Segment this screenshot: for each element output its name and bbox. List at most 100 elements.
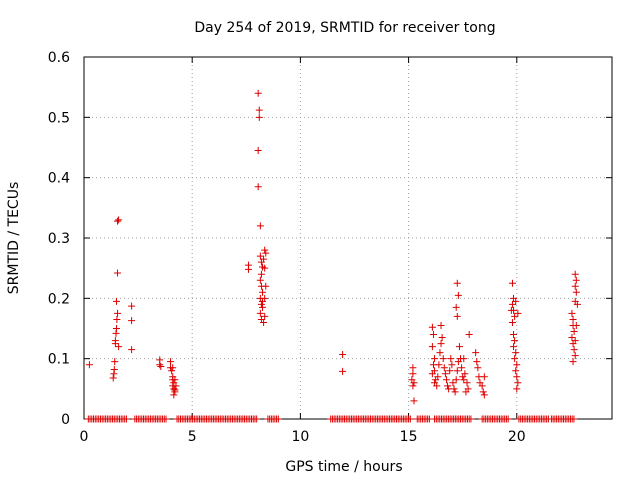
- data-point: [480, 373, 488, 381]
- data-point: [436, 349, 444, 357]
- data-point: [261, 246, 269, 254]
- x-tick-label: 20: [508, 429, 526, 445]
- data-point: [573, 300, 581, 308]
- data-point: [114, 269, 122, 277]
- data-point: [513, 385, 521, 393]
- data-point: [463, 379, 471, 387]
- data-point: [167, 358, 175, 366]
- data-point: [508, 300, 516, 308]
- data-point: [473, 358, 481, 366]
- data-point: [110, 366, 118, 374]
- data-point: [452, 303, 460, 311]
- data-point: [569, 315, 577, 323]
- data-point: [115, 343, 123, 351]
- data-point: [568, 309, 576, 317]
- data-point: [461, 370, 469, 378]
- data-point: [570, 415, 578, 423]
- x-tick-label: 5: [188, 429, 197, 445]
- data-point: [257, 270, 265, 278]
- y-tick-label: 0.3: [48, 231, 70, 247]
- data-point: [428, 370, 436, 378]
- data-point: [111, 337, 119, 345]
- data-point: [257, 300, 265, 308]
- data-point: [170, 391, 178, 399]
- y-tick-label: 0.1: [48, 352, 70, 368]
- data-point: [449, 379, 457, 387]
- chart-title: Day 254 of 2019, SRMTID for receiver ton…: [194, 20, 495, 36]
- data-point: [508, 279, 516, 287]
- data-point: [156, 361, 164, 369]
- data-point: [254, 147, 262, 155]
- y-tick-label: 0: [61, 412, 70, 428]
- data-point: [113, 315, 121, 323]
- data-point: [259, 303, 267, 311]
- data-point: [572, 321, 580, 329]
- data-point: [114, 217, 122, 225]
- data-point: [570, 346, 578, 354]
- data-point: [431, 355, 439, 363]
- data-point: [460, 355, 468, 363]
- data-point: [452, 376, 460, 384]
- data-point: [467, 415, 475, 423]
- data-point: [339, 350, 347, 358]
- data-point: [451, 388, 459, 396]
- data-point: [446, 367, 454, 375]
- data-point: [409, 370, 417, 378]
- data-point: [510, 331, 518, 339]
- y-axis-label: SRMTID / TECUs: [6, 182, 22, 295]
- data-point: [508, 318, 516, 326]
- data-point: [465, 331, 473, 339]
- y-tick-label: 0.6: [48, 50, 70, 66]
- data-point: [261, 312, 269, 320]
- y-tick-label: 0.4: [48, 171, 70, 187]
- data-point: [479, 388, 487, 396]
- data-point: [570, 328, 578, 336]
- data-point: [259, 297, 267, 305]
- data-point: [260, 255, 268, 263]
- data-point: [444, 382, 452, 390]
- data-point: [510, 343, 518, 351]
- data-point: [410, 397, 418, 405]
- data-point: [256, 222, 264, 230]
- data-point: [568, 334, 576, 342]
- data-point: [454, 291, 462, 299]
- data-point: [428, 343, 436, 351]
- data-point: [437, 321, 445, 329]
- data-point: [115, 216, 123, 224]
- data-point: [244, 265, 252, 273]
- data-point: [571, 337, 579, 345]
- data-point: [172, 382, 180, 390]
- data-point: [512, 349, 520, 357]
- data-point: [438, 334, 446, 342]
- data-point: [572, 276, 580, 284]
- data-point: [168, 367, 176, 375]
- data-point: [453, 367, 461, 375]
- data-point: [162, 415, 170, 423]
- data-point: [261, 264, 269, 272]
- data-point: [114, 309, 122, 317]
- data-point: [260, 318, 268, 326]
- data-point: [433, 382, 441, 390]
- data-point: [507, 306, 515, 314]
- data-point: [406, 415, 414, 423]
- x-tick-label: 0: [80, 429, 89, 445]
- data-point: [409, 364, 417, 372]
- data-point: [513, 361, 521, 369]
- data-point: [442, 376, 450, 384]
- data-point: [447, 355, 455, 363]
- data-point: [572, 288, 580, 296]
- data-point: [339, 367, 347, 375]
- data-point: [458, 364, 466, 372]
- data-point: [255, 113, 263, 121]
- data-point: [109, 374, 117, 382]
- data-point: [157, 363, 165, 371]
- data-point: [437, 340, 445, 348]
- y-tick-label: 0.5: [48, 110, 70, 126]
- data-point: [511, 355, 519, 363]
- data-point: [571, 270, 579, 278]
- data-point: [441, 370, 449, 378]
- data-point: [434, 373, 442, 381]
- data-point: [453, 279, 461, 287]
- data-point: [171, 388, 179, 396]
- data-point: [462, 388, 470, 396]
